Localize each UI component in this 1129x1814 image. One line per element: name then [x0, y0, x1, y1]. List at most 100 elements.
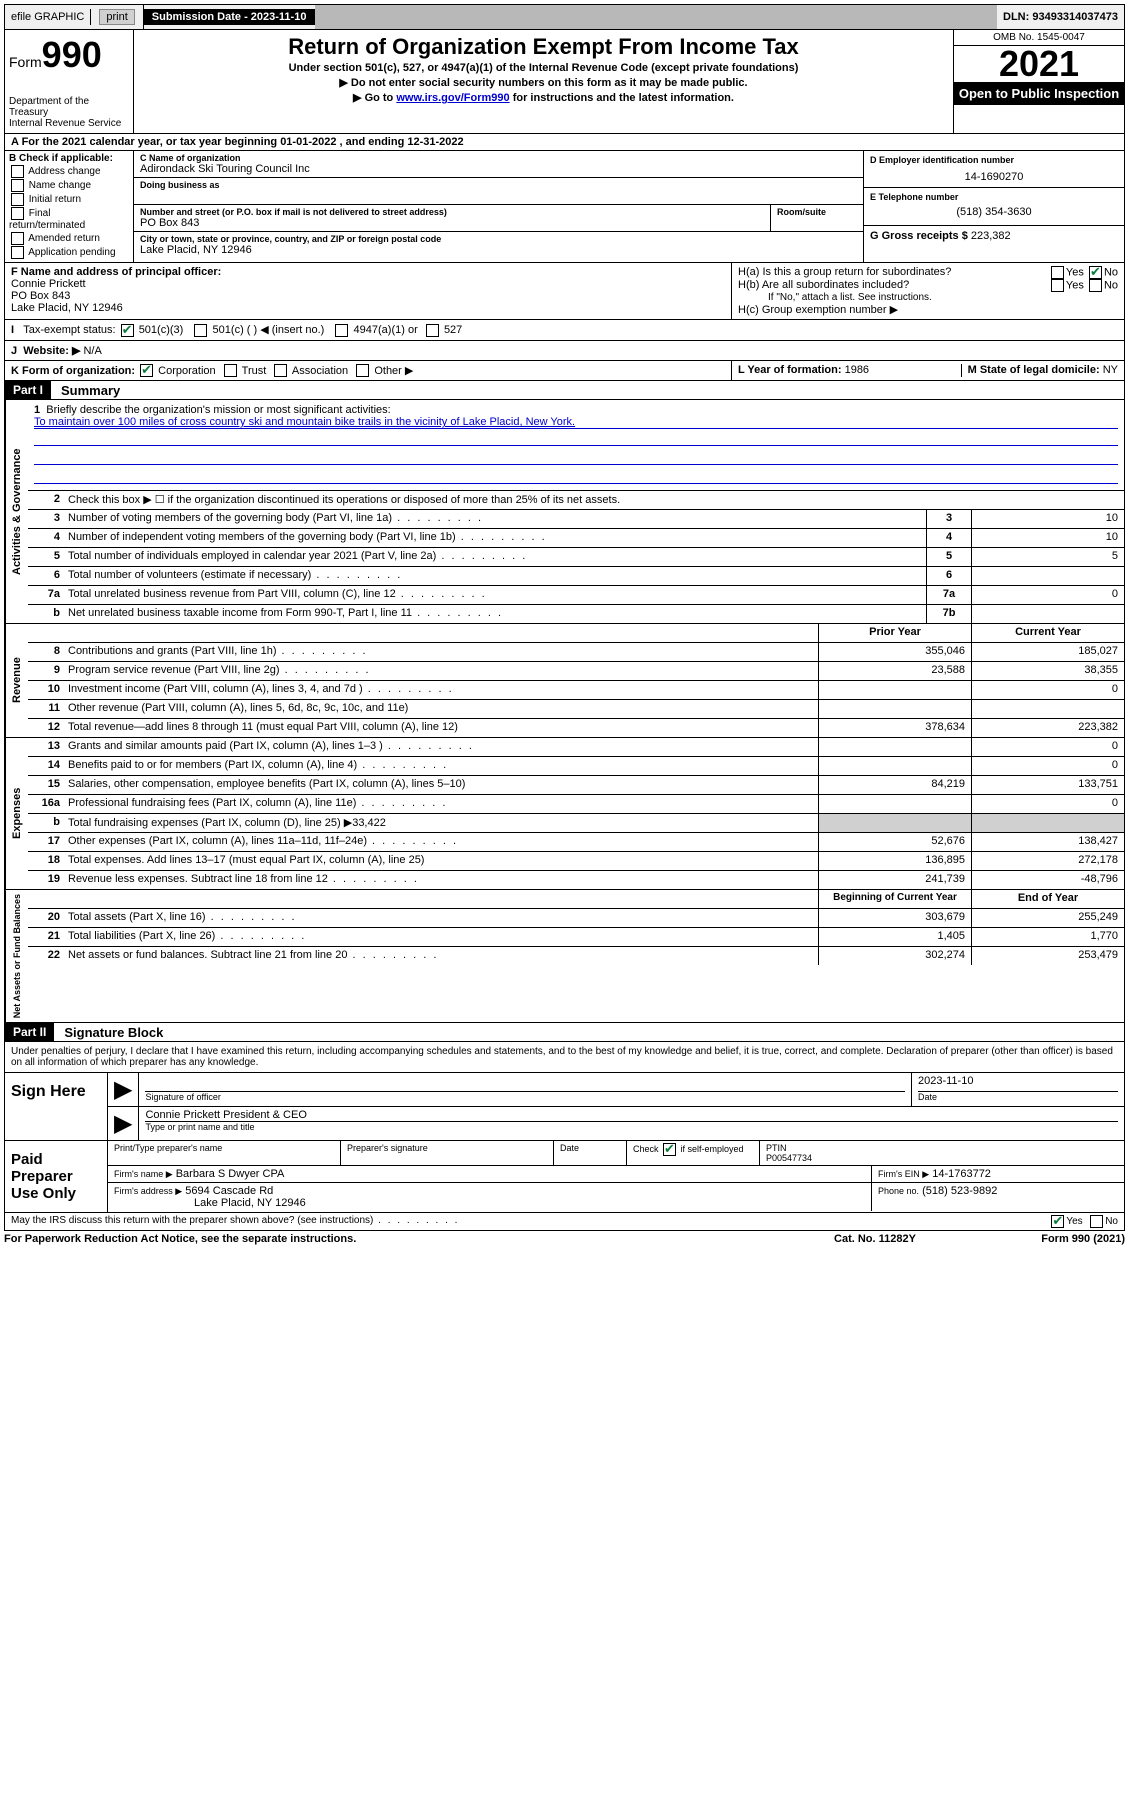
ha-yes[interactable] [1051, 266, 1064, 279]
tel-label: E Telephone number [870, 192, 1118, 202]
l10: Investment income (Part VIII, column (A)… [64, 681, 818, 699]
p19: 241,739 [818, 871, 971, 889]
hb-yes[interactable] [1051, 279, 1064, 292]
p17: 52,676 [818, 833, 971, 851]
irs-link[interactable]: www.irs.gov/Form990 [396, 92, 509, 104]
chk-amended[interactable] [11, 232, 24, 245]
l7a: Total unrelated business revenue from Pa… [64, 586, 926, 604]
chk-app-pending[interactable] [11, 246, 24, 259]
l18: Total expenses. Add lines 13–17 (must eq… [64, 852, 818, 870]
lbl-trust: Trust [242, 365, 267, 377]
row-i: I Tax-exempt status: 501(c)(3) 501(c) ( … [4, 320, 1125, 341]
col-h-group: H(a) Is this a group return for subordin… [732, 263, 1124, 319]
l22: Net assets or fund balances. Subtract li… [64, 947, 818, 965]
ptin-label: PTIN [766, 1143, 1118, 1153]
form-header-center: Return of Organization Exempt From Incom… [134, 30, 953, 133]
chk-501c[interactable] [194, 324, 207, 337]
begin-header: Beginning of Current Year [818, 890, 971, 908]
chk-address-change[interactable] [11, 165, 24, 178]
hb-no-lbl: No [1104, 279, 1118, 291]
officer-addr1: PO Box 843 [11, 290, 725, 302]
c13: 0 [971, 738, 1124, 756]
discuss-label: May the IRS discuss this return with the… [11, 1215, 1049, 1228]
prep-sig-label: Preparer's signature [341, 1141, 554, 1165]
p13 [818, 738, 971, 756]
tax-year: 2021 [954, 46, 1124, 82]
c18: 272,178 [971, 852, 1124, 870]
l13: Grants and similar amounts paid (Part IX… [64, 738, 818, 756]
p15: 84,219 [818, 776, 971, 794]
hc-label: H(c) Group exemption number ▶ [738, 303, 1118, 316]
l7b: Net unrelated business taxable income fr… [64, 605, 926, 623]
chk-other[interactable] [356, 364, 369, 377]
lbl-501c3: 501(c)(3) [139, 324, 184, 336]
v6 [971, 567, 1124, 585]
chk-4947[interactable] [335, 324, 348, 337]
print-button[interactable]: print [99, 9, 134, 25]
c8: 185,027 [971, 643, 1124, 661]
sig-date-label: Date [918, 1092, 1118, 1102]
ein-label: D Employer identification number [870, 155, 1118, 165]
footer: For Paperwork Reduction Act Notice, see … [4, 1231, 1125, 1247]
c15: 133,751 [971, 776, 1124, 794]
org-name-label: C Name of organization [140, 153, 857, 163]
l12: Total revenue—add lines 8 through 11 (mu… [64, 719, 818, 737]
form-sub1: Under section 501(c), 527, or 4947(a)(1)… [138, 62, 949, 74]
l6: Total number of volunteers (estimate if … [64, 567, 926, 585]
discuss-no[interactable] [1090, 1215, 1103, 1228]
paid-prep-label: Paid Preparer Use Only [5, 1141, 108, 1212]
ptin-value: P00547734 [766, 1153, 1118, 1163]
open-public-label: Open to Public Inspection [954, 82, 1124, 105]
hb-yes-lbl: Yes [1066, 279, 1084, 291]
ha-no[interactable] [1089, 266, 1102, 279]
c10: 0 [971, 681, 1124, 699]
row-klm: K Form of organization: Corporation Trus… [4, 361, 1125, 382]
part2-label: Part II [5, 1023, 54, 1041]
penalty-text: Under penalties of perjury, I declare th… [5, 1042, 1124, 1072]
chk-initial-return[interactable] [11, 193, 24, 206]
topbar-spacer [315, 5, 997, 29]
vlabel-netassets: Net Assets or Fund Balances [5, 890, 28, 1022]
l3: Number of voting members of the governin… [64, 510, 926, 528]
officer-addr2: Lake Placid, NY 12946 [11, 302, 725, 314]
chk-name-change[interactable] [11, 179, 24, 192]
chk-501c3[interactable] [121, 324, 134, 337]
dba-label: Doing business as [140, 180, 857, 190]
lbl-assoc: Association [292, 365, 348, 377]
part2-title: Signature Block [64, 1025, 163, 1040]
discuss-no-lbl: No [1105, 1217, 1118, 1228]
form-header-right: OMB No. 1545-0047 2021 Open to Public In… [953, 30, 1124, 133]
v3: 10 [971, 510, 1124, 528]
v5: 5 [971, 548, 1124, 566]
l14: Benefits paid to or for members (Part IX… [64, 757, 818, 775]
p9: 23,588 [818, 662, 971, 680]
bcd-block: B Check if applicable: Address change Na… [4, 151, 1125, 263]
part1-header: Part I Summary [4, 381, 1125, 400]
l5: Total number of individuals employed in … [64, 548, 926, 566]
caret-icon: ▶ [108, 1073, 139, 1106]
sig-date-value: 2023-11-10 [918, 1075, 1118, 1092]
sub3-post: for instructions and the latest informat… [510, 92, 734, 104]
org-name: Adirondack Ski Touring Council Inc [140, 163, 857, 175]
firm-addr1: 5694 Cascade Rd [185, 1185, 273, 1197]
l2: Check this box ▶ ☐ if the organization d… [64, 491, 1124, 509]
tel-value: (518) 354-3630 [870, 206, 1118, 218]
l15: Salaries, other compensation, employee b… [64, 776, 818, 794]
c11 [971, 700, 1124, 718]
chk-self-employed[interactable] [663, 1143, 676, 1156]
ha-no-lbl: No [1104, 266, 1118, 278]
chk-527[interactable] [426, 324, 439, 337]
discuss-yes[interactable] [1051, 1215, 1064, 1228]
chk-trust[interactable] [224, 364, 237, 377]
firm-addr2: Lake Placid, NY 12946 [114, 1197, 865, 1209]
chk-corp[interactable] [140, 364, 153, 377]
vlabel-revenue: Revenue [5, 624, 28, 737]
firm-ein-label: Firm's EIN ▶ [878, 1169, 929, 1179]
room-label: Room/suite [777, 207, 857, 217]
signature-section: Under penalties of perjury, I declare th… [4, 1042, 1125, 1213]
chk-final-return[interactable] [11, 207, 24, 220]
chk-assoc[interactable] [274, 364, 287, 377]
name-title-label: Type or print name and title [145, 1122, 1118, 1132]
hb-no[interactable] [1089, 279, 1102, 292]
v7b [971, 605, 1124, 623]
